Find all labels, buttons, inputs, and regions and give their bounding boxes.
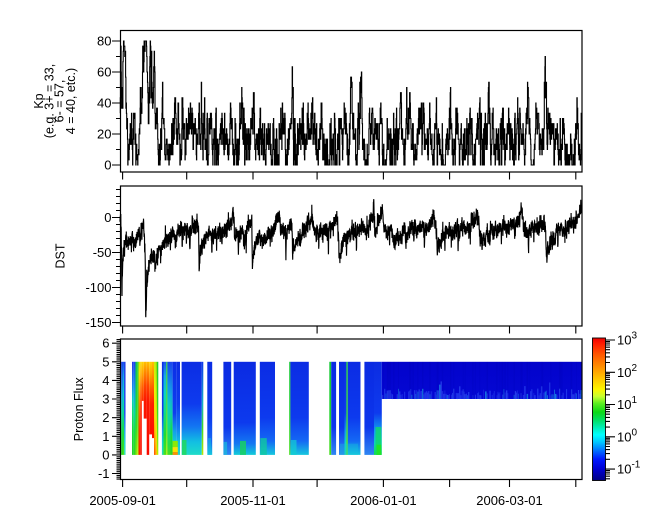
- svg-text:-100: -100: [85, 280, 111, 295]
- svg-text:DST: DST: [54, 243, 68, 268]
- svg-text:40: 40: [97, 96, 111, 111]
- svg-text:20: 20: [97, 127, 111, 142]
- svg-text:1: 1: [102, 429, 109, 444]
- svg-text:2006-01-01: 2006-01-01: [350, 493, 417, 508]
- svg-text:0: 0: [104, 210, 111, 225]
- svg-text:2: 2: [102, 410, 109, 425]
- svg-text:-50: -50: [93, 245, 112, 260]
- svg-text:0: 0: [104, 158, 111, 173]
- svg-text:60: 60: [97, 65, 111, 80]
- svg-text:80: 80: [97, 34, 111, 49]
- svg-text:3: 3: [102, 392, 109, 407]
- svg-text:2005-11-01: 2005-11-01: [220, 493, 286, 508]
- svg-text:(e.g. 3+ = 33,: (e.g. 3+ = 33,: [43, 64, 57, 138]
- svg-text:2005-09-01: 2005-09-01: [89, 493, 156, 508]
- svg-text:2006-03-01: 2006-03-01: [476, 493, 543, 508]
- svg-text:Kp: Kp: [32, 93, 46, 108]
- svg-text:6: 6: [102, 336, 109, 351]
- svg-text:Proton Flux: Proton Flux: [72, 377, 86, 442]
- svg-text:6- = 57,: 6- = 57,: [53, 80, 67, 123]
- svg-text:0: 0: [102, 447, 109, 462]
- svg-text:4 = 40, etc.): 4 = 40, etc.): [64, 68, 78, 134]
- svg-text:4: 4: [102, 373, 109, 388]
- svg-text:5: 5: [102, 354, 109, 369]
- svg-text:-1: -1: [98, 466, 110, 481]
- svg-text:-150: -150: [85, 315, 111, 330]
